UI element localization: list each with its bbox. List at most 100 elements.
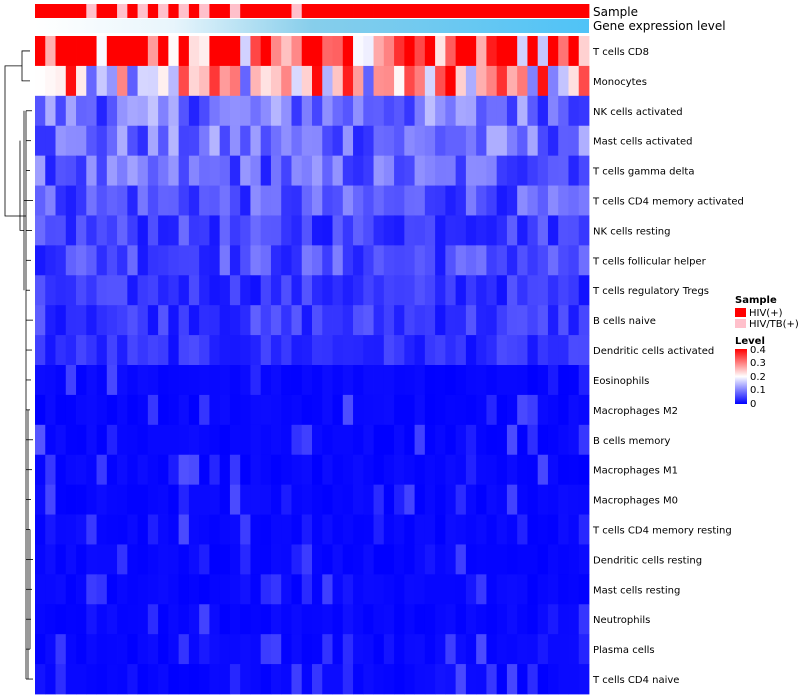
heatmap-cell [394,544,405,575]
heatmap-cell [537,574,549,605]
heatmap-cell [353,365,364,396]
heatmap-cell [537,604,549,635]
heatmap-cell [394,245,405,276]
heatmap-cell [517,305,528,336]
heatmap-cell [301,484,313,515]
heatmap-cell [291,484,303,515]
heatmap-cell [45,245,56,276]
row-label: B cells memory [593,436,670,447]
heatmap-cell [424,544,436,575]
sample-annotation-cell [312,4,323,18]
heatmap-cell [568,634,580,665]
heatmap-cell [158,514,169,545]
heatmap-cell [383,305,395,336]
legend-label-hiv: HIV(+) [749,308,783,319]
heatmap-cell [76,484,87,515]
heatmap-cell [414,95,426,127]
heatmap-cell [301,275,313,306]
heatmap-cell [496,454,508,486]
heatmap-cell [65,65,77,97]
heatmap-cell [435,664,446,695]
heatmap-cell [476,155,487,186]
heatmap-cell [517,544,528,575]
heatmap-cell [55,664,67,695]
heatmap-cell [383,394,395,426]
heatmap-cell [312,215,323,246]
heatmap-cell [527,365,539,396]
heatmap-cell [209,335,221,366]
heatmap-cell [96,125,108,157]
heatmap-cell [96,484,108,515]
heatmap-cell [568,245,580,276]
heatmap-cell [373,305,385,336]
heatmap-cell [363,36,374,67]
heatmap-cell [394,604,405,635]
heatmap-cell [322,634,333,665]
heatmap-cell [404,604,415,635]
heatmap-cell [578,125,590,157]
sample-annotation-cell [527,4,539,18]
heatmap-cell [568,95,580,127]
heatmap-cell [517,634,528,665]
heatmap-cell [424,95,436,127]
heatmap-cell [414,185,426,216]
row-label: Macrophages M1 [593,466,678,477]
heatmap-cell [96,574,108,605]
heatmap-cell [137,544,149,575]
heatmap-cell [209,185,221,216]
heatmap-cell [496,365,508,396]
heatmap-cell [137,36,149,67]
heatmap-cell [465,275,477,306]
heatmap-cell [394,125,405,157]
heatmap-cell [250,514,262,545]
heatmap-cell [260,185,272,216]
heatmap-cell [137,514,149,545]
heatmap-cell [178,245,190,276]
heatmap-cell [476,544,487,575]
heatmap-cell [527,215,539,246]
heatmap-cell [486,125,498,157]
sample-annotation-cell [219,4,231,18]
heatmap-cell [137,245,149,276]
heatmap-cell [363,155,374,186]
heatmap-cell [147,514,159,545]
heatmap-cell [435,484,446,515]
heatmap-cell [558,394,569,426]
heatmap-cell [260,634,272,665]
heatmap-cell [188,155,200,186]
heatmap-cell [106,424,118,456]
heatmap-cell [96,424,108,456]
heatmap-cell [35,185,46,216]
heatmap-cell [517,484,528,515]
heatmap-cell [86,574,97,605]
heatmap-cell [270,394,282,426]
heatmap-cell [209,394,221,426]
heatmap-cell [35,245,46,276]
heatmap-cell [117,65,128,97]
heatmap-cell [414,36,426,67]
sample-annotation-cell [301,4,313,18]
heatmap-cell [383,484,395,515]
heatmap-cell [527,634,539,665]
sample-annotation-cell [229,4,241,18]
heatmap-cell [35,424,46,456]
heatmap-cell [178,424,190,456]
heatmap-cell [199,275,210,306]
heatmap-cell [199,185,210,216]
heatmap-cell [506,365,518,396]
sample-annotation-cell [445,4,457,18]
heatmap-cell [209,544,221,575]
heatmap-cell [137,305,149,336]
heatmap-cell [168,604,180,635]
heatmap-cell [35,335,46,366]
heatmap-cell [199,125,210,157]
heatmap-cell [86,155,97,186]
heatmap-cell [301,335,313,366]
heatmap-cell [45,125,56,157]
heatmap-cell [568,65,580,97]
heatmap-cell [537,424,549,456]
sample-annotation-cell [506,4,518,18]
heatmap-cell [270,514,282,545]
row-label: NK cells resting [593,226,670,237]
heatmap-cell [496,514,508,545]
